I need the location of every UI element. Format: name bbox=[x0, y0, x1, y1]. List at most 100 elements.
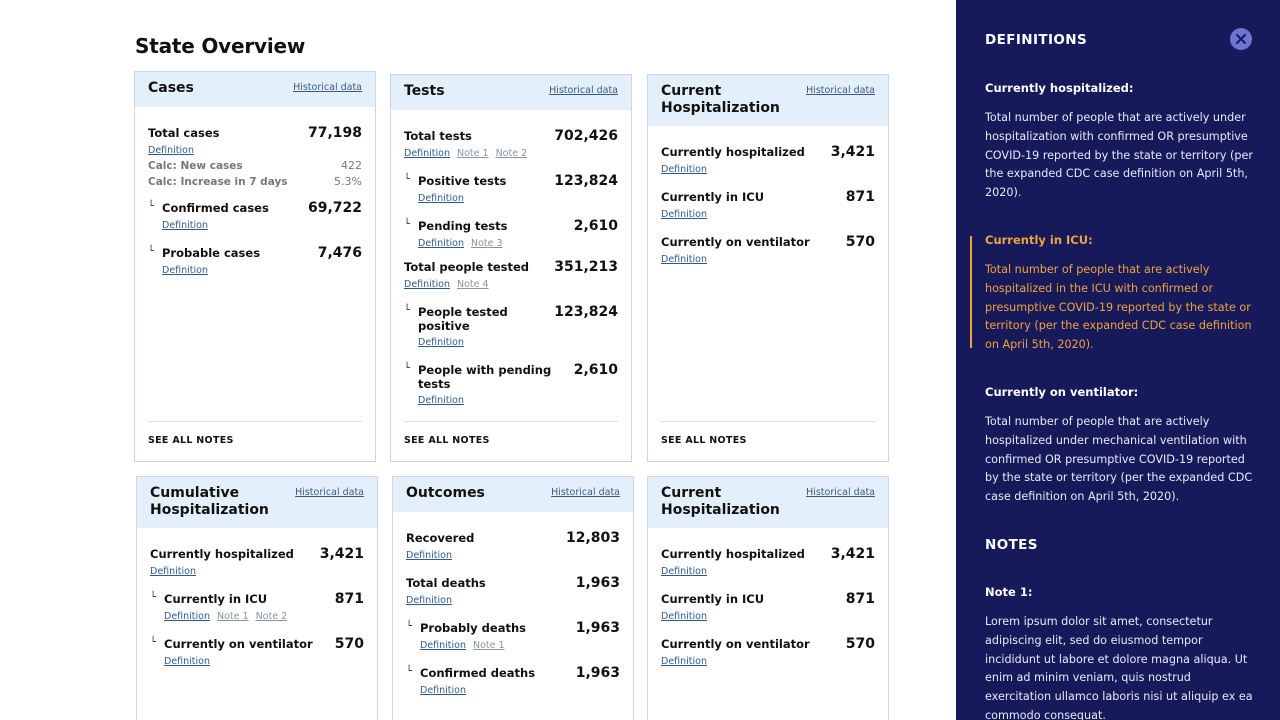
definition-link[interactable]: Definition bbox=[148, 145, 195, 156]
currently-hospitalized-row: Currently hospitalized 3,421 Definition bbox=[150, 546, 364, 577]
row-label: Total people tested bbox=[404, 260, 530, 274]
historical-data-link[interactable]: Historical data bbox=[293, 82, 362, 93]
row-label: Currently in ICU bbox=[164, 592, 268, 606]
definition-link[interactable]: Definition bbox=[661, 611, 708, 622]
sub-item-icon: └ bbox=[404, 363, 411, 374]
row-value: 422 bbox=[341, 159, 362, 172]
probable-cases-row: └ Probable cases 7,476 Definition bbox=[148, 245, 362, 276]
confirmed-deaths-row: └ Confirmed deaths 1,963 Definition bbox=[406, 665, 620, 696]
note-text: Lorem ipsum dolor sit amet, consectetur … bbox=[985, 615, 1253, 720]
row-label: Currently hospitalized bbox=[661, 547, 805, 561]
definition-link[interactable]: Definition bbox=[150, 566, 197, 577]
probably-deaths-row: └ Probably deaths 1,963 Definition Note 1 bbox=[406, 620, 620, 651]
row-label: Pending tests bbox=[418, 219, 508, 233]
row-value: 2,610 bbox=[573, 362, 618, 378]
row-label: Currently in ICU bbox=[661, 592, 765, 606]
note-1-link[interactable]: Note 1 bbox=[457, 148, 489, 159]
row-value: 7,476 bbox=[317, 245, 362, 261]
historical-data-link[interactable]: Historical data bbox=[549, 85, 618, 96]
sub-item-icon: └ bbox=[404, 174, 411, 185]
definition-currently-in-icu: Currently in ICU: Total number of people… bbox=[985, 233, 1253, 355]
current-hospitalization-card-2: Current Hospitalization Historical data … bbox=[647, 476, 889, 720]
see-all-notes-button[interactable]: SEE ALL NOTES bbox=[148, 421, 362, 461]
definition-link[interactable]: Definition bbox=[661, 209, 708, 220]
row-value: 351,213 bbox=[554, 259, 618, 275]
see-all-notes-button[interactable]: SEE ALL NOTES bbox=[661, 421, 875, 461]
row-value: 570 bbox=[845, 234, 875, 250]
currently-on-ventilator-row: Currently on ventilator 570 Definition bbox=[661, 636, 875, 667]
definition-link[interactable]: Definition bbox=[661, 254, 708, 265]
definition-link[interactable]: Definition bbox=[661, 164, 708, 175]
active-indicator bbox=[970, 236, 972, 348]
definition-link[interactable]: Definition bbox=[164, 656, 211, 667]
row-label: Total tests bbox=[404, 129, 472, 143]
row-label: People with pending tests bbox=[418, 363, 552, 391]
tests-card: Tests Historical data Total tests 702,426… bbox=[390, 74, 632, 462]
card-header: Current Hospitalization Historical data bbox=[648, 75, 888, 126]
definition-link[interactable]: Definition bbox=[162, 265, 209, 276]
definition-link[interactable]: Definition bbox=[418, 238, 465, 249]
calc-increase-row: Calc: Increase in 7 days 5.3% bbox=[148, 175, 362, 188]
definition-link[interactable]: Definition bbox=[420, 640, 467, 651]
definition-link[interactable]: Definition bbox=[406, 595, 453, 606]
definition-link[interactable]: Definition bbox=[418, 395, 465, 406]
row-label: Total cases bbox=[148, 126, 220, 140]
row-label: Confirmed cases bbox=[162, 201, 269, 215]
cumulative-hospitalization-card: Cumulative Hospitalization Historical da… bbox=[136, 476, 378, 720]
row-label: Positive tests bbox=[418, 174, 507, 188]
row-value: 2,610 bbox=[573, 218, 618, 234]
row-value: 1,963 bbox=[575, 620, 620, 636]
cases-card: Cases Historical data Total cases 77,198 … bbox=[134, 71, 376, 462]
definition-currently-on-ventilator: Currently on ventilator: Total number of… bbox=[985, 385, 1253, 507]
card-header: Cases Historical data bbox=[135, 72, 375, 107]
note-1-link[interactable]: Note 1 bbox=[217, 611, 249, 622]
row-label: Probably deaths bbox=[420, 621, 526, 635]
sub-item-icon: └ bbox=[404, 305, 411, 316]
see-all-notes-button[interactable]: SEE ALL NOTES bbox=[404, 421, 618, 461]
close-icon bbox=[1235, 33, 1247, 45]
historical-data-link[interactable]: Historical data bbox=[551, 487, 620, 498]
note-2-link[interactable]: Note 2 bbox=[495, 148, 528, 159]
note-2-link[interactable]: Note 2 bbox=[255, 611, 288, 622]
card-title: Outcomes bbox=[406, 485, 485, 501]
row-value: 871 bbox=[334, 591, 364, 607]
row-label: Currently on ventilator bbox=[661, 637, 810, 651]
close-button[interactable] bbox=[1230, 28, 1252, 50]
card-title: Current Hospitalization bbox=[661, 485, 780, 518]
row-label: Currently hospitalized bbox=[150, 547, 294, 561]
note-4-link[interactable]: Note 4 bbox=[457, 279, 489, 290]
sub-item-icon: └ bbox=[406, 666, 413, 677]
definition-link[interactable]: Definition bbox=[406, 550, 453, 561]
sub-item-icon: └ bbox=[406, 621, 413, 632]
historical-data-link[interactable]: Historical data bbox=[295, 487, 364, 498]
definition-text: Total number of people that are actively… bbox=[985, 415, 1253, 504]
definition-link[interactable]: Definition bbox=[420, 685, 467, 696]
row-label: Calc: New cases bbox=[148, 160, 243, 172]
definitions-sidebar: DEFINITIONS Currently hospitalized: Tota… bbox=[956, 0, 1280, 720]
row-value: 871 bbox=[845, 189, 875, 205]
calc-new-cases-row: Calc: New cases 422 bbox=[148, 159, 362, 172]
note-title: Note 1: bbox=[985, 585, 1033, 599]
definition-title: Currently hospitalized: bbox=[985, 81, 1134, 95]
definition-link[interactable]: Definition bbox=[404, 279, 451, 290]
row-label: Currently in ICU bbox=[661, 190, 765, 204]
definition-link[interactable]: Definition bbox=[164, 611, 211, 622]
historical-data-link[interactable]: Historical data bbox=[806, 85, 875, 96]
definition-link[interactable]: Definition bbox=[661, 656, 708, 667]
confirmed-cases-row: └ Confirmed cases 69,722 Definition bbox=[148, 200, 362, 231]
sub-item-icon: └ bbox=[404, 219, 411, 230]
row-value: 570 bbox=[334, 636, 364, 652]
definition-link[interactable]: Definition bbox=[404, 148, 451, 159]
definition-text: Total number of people that are actively… bbox=[985, 111, 1253, 200]
row-label: Currently hospitalized bbox=[661, 145, 805, 159]
definition-link[interactable]: Definition bbox=[418, 193, 465, 204]
row-value: 1,963 bbox=[575, 575, 620, 591]
currently-on-ventilator-row: └ Currently on ventilator 570 Definition bbox=[150, 636, 364, 667]
definition-link[interactable]: Definition bbox=[418, 337, 465, 348]
row-value: 3,421 bbox=[830, 144, 875, 160]
note-1-link[interactable]: Note 1 bbox=[473, 640, 505, 651]
definition-link[interactable]: Definition bbox=[162, 220, 209, 231]
historical-data-link[interactable]: Historical data bbox=[806, 487, 875, 498]
note-3-link[interactable]: Note 3 bbox=[471, 238, 503, 249]
definition-link[interactable]: Definition bbox=[661, 566, 708, 577]
